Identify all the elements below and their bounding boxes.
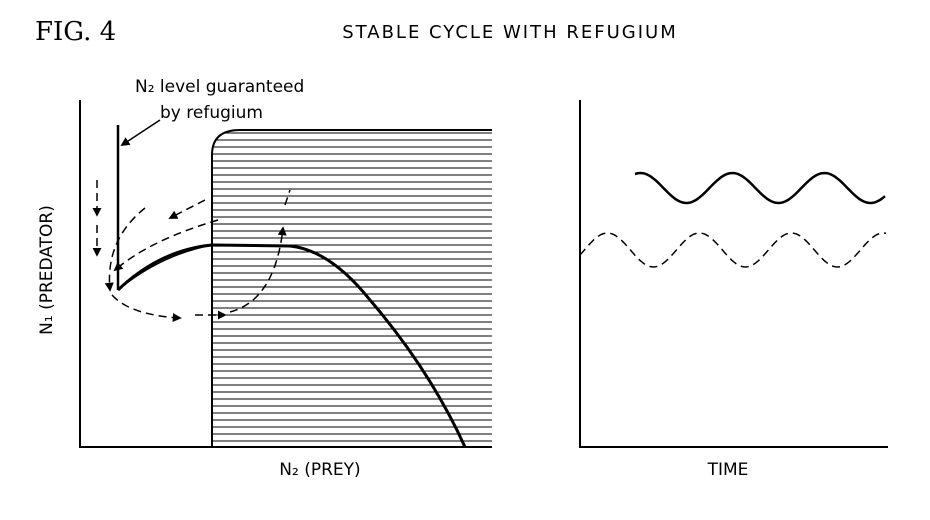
refugium-hatching <box>212 132 492 442</box>
trajectory <box>92 180 291 323</box>
prey-curve <box>579 232 887 268</box>
x-axis-label: TIME <box>707 460 749 480</box>
region-border <box>211 129 492 447</box>
title: STABLE CYCLE WITH REFUGIUM <box>342 22 678 43</box>
annotation: by refugium <box>160 103 263 123</box>
x-axis-label: N₂ (PREY) <box>279 460 360 480</box>
phase-plot: N₂ level guaranteed by refugium N₁ (PRED… <box>37 77 492 480</box>
annotation: N₂ level guaranteed <box>135 77 304 97</box>
y-axis-label: N₁ (PREDATOR) <box>37 205 57 335</box>
axes <box>79 100 492 448</box>
predator-curve <box>634 171 886 205</box>
isocline-left <box>117 244 213 291</box>
time-plot: TIME <box>579 100 888 480</box>
isocline <box>116 243 467 448</box>
axes <box>579 100 888 448</box>
figure-label: FIG. 4 <box>35 17 116 47</box>
